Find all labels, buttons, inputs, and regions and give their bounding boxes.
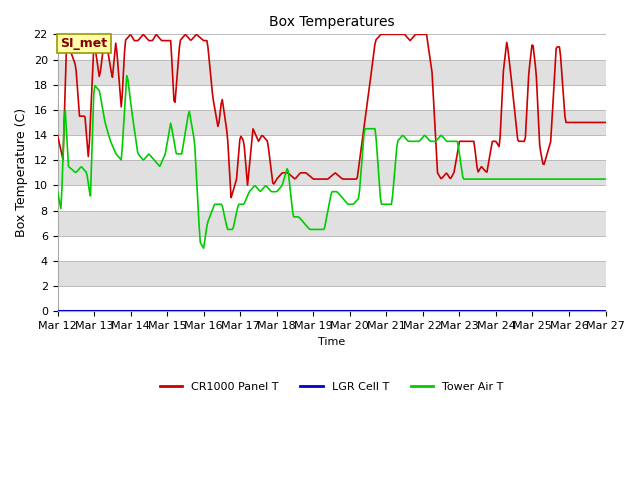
Y-axis label: Box Temperature (C): Box Temperature (C): [15, 108, 28, 237]
Bar: [58, 110, 605, 135]
Bar: [58, 185, 605, 211]
Bar: [58, 84, 605, 110]
Bar: [58, 60, 605, 84]
Bar: [58, 236, 605, 261]
Bar: [58, 160, 605, 185]
Title: Box Temperatures: Box Temperatures: [269, 15, 394, 29]
Legend: CR1000 Panel T, LGR Cell T, Tower Air T: CR1000 Panel T, LGR Cell T, Tower Air T: [155, 378, 508, 396]
Bar: [58, 211, 605, 236]
Bar: [58, 135, 605, 160]
Text: SI_met: SI_met: [60, 37, 108, 50]
Bar: [58, 261, 605, 286]
Bar: [58, 35, 605, 60]
X-axis label: Time: Time: [318, 336, 345, 347]
Bar: [58, 286, 605, 311]
